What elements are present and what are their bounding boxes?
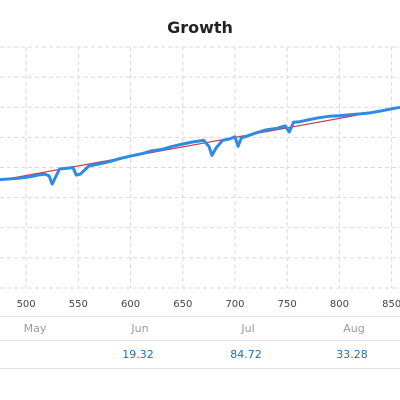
month-label-may: May [23, 322, 47, 335]
month-label-aug: Aug [343, 322, 365, 335]
chart-title: Growth [167, 18, 233, 37]
x-tick-label-700: 700 [225, 299, 244, 310]
month-row-top-divider [0, 316, 400, 317]
x-tick-label-850: 850 [382, 299, 400, 310]
month-value-jul: 84.72 [230, 348, 262, 361]
month-label-jul: Jul [241, 322, 255, 335]
month-value-jun: 19.32 [122, 348, 154, 361]
series-line-primary [0, 105, 400, 186]
x-tick-label-550: 550 [69, 299, 88, 310]
x-tick-label-600: 600 [121, 299, 140, 310]
month-values-bottom-divider [0, 368, 400, 369]
month-row-bottom-divider [0, 340, 400, 341]
x-tick-label-650: 650 [173, 299, 192, 310]
growth-chart: 500 550 600 650 700 750 800 850 [0, 46, 400, 310]
x-tick-label-800: 800 [330, 299, 349, 310]
x-tick-labels: 500 550 600 650 700 750 800 850 [17, 299, 400, 310]
x-tick-label-500: 500 [17, 299, 36, 310]
month-value-aug: 33.28 [336, 348, 368, 361]
series-lines [0, 105, 400, 186]
x-tick-label-750: 750 [278, 299, 297, 310]
horizontal-gridlines [0, 46, 400, 289]
month-label-jun: Jun [131, 322, 149, 335]
